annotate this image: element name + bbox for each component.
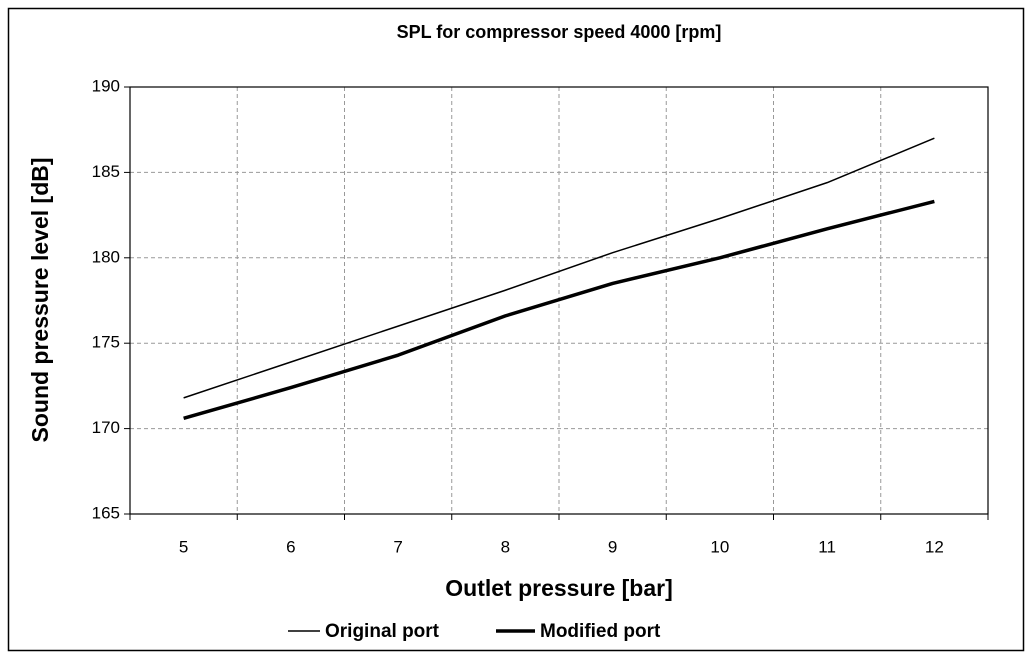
y-tick-label: 170	[92, 418, 120, 437]
y-tick-label: 180	[92, 247, 120, 266]
y-tick-label: 165	[92, 503, 120, 522]
y-tick-label: 175	[92, 333, 120, 352]
x-tick-label: 6	[286, 537, 295, 556]
x-tick-label: 12	[925, 537, 944, 556]
x-tick-label: 10	[710, 537, 729, 556]
y-tick-label: 190	[92, 76, 120, 95]
y-axis-label: Sound pressure level [dB]	[27, 157, 53, 442]
x-tick-label: 5	[179, 537, 188, 556]
x-tick-label: 11	[818, 537, 836, 556]
y-tick-label: 185	[92, 162, 120, 181]
series-line	[183, 199, 935, 421]
series-line	[183, 137, 935, 399]
x-tick-label: 7	[393, 537, 402, 556]
plot-border	[129, 86, 989, 515]
x-tick-label: 9	[608, 537, 617, 556]
legend-label: Modified port	[540, 621, 661, 642]
chart-title: SPL for compressor speed 4000 [rpm]	[397, 22, 722, 42]
legend-label: Original port	[325, 621, 440, 642]
x-tick-label: 8	[501, 537, 510, 556]
x-axis-label: Outlet pressure [bar]	[445, 575, 673, 601]
